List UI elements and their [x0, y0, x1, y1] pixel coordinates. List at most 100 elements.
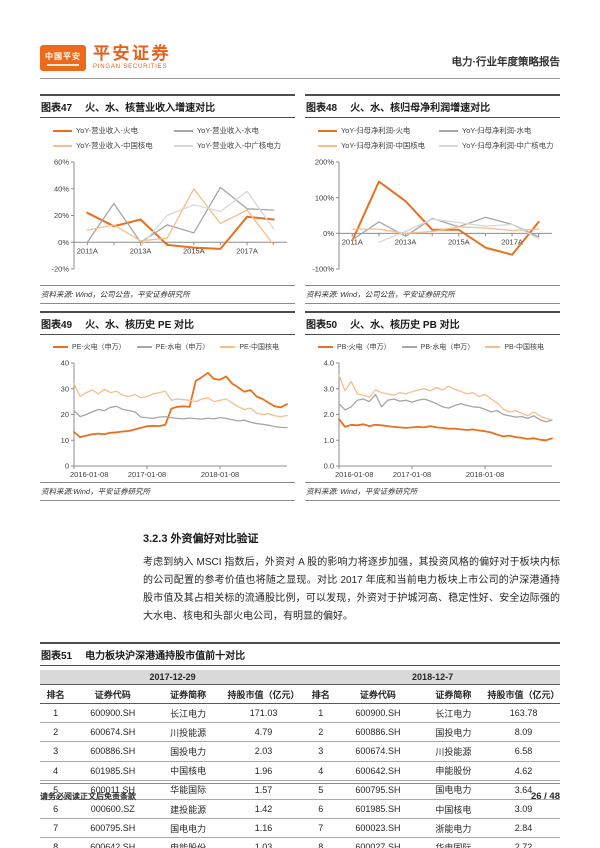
figure-49-title: 图表49 火、水、核历史 PE 对比 [40, 311, 295, 335]
legend-item: YoY-营业收入-中国核电 [53, 140, 174, 151]
legend-item: YoY-归母净利润-水电 [439, 125, 560, 136]
table-cell: 600027.SH [336, 837, 420, 848]
table-51-title: 图表51 电力板块沪深港通持股市值前十对比 [40, 642, 560, 666]
svg-text:30: 30 [61, 384, 69, 393]
table-cell: 600011.SH [71, 780, 155, 800]
table-cell: 国电电力 [154, 818, 222, 839]
legend-line-swatch-icon [136, 346, 152, 348]
table-row: 1 600900.SH 长江电力 171.03 1 600900.SH 长江电力 163.78 [40, 703, 560, 724]
figure-tag: 图表50 [306, 320, 338, 331]
figure-48: 图表48 火、水、核归母净利润增速对比 YoY-归母净利润-火电 YoY-归母净利… [305, 94, 560, 304]
figure-tag: 图表47 [41, 103, 73, 114]
svg-text:20%: 20% [54, 211, 69, 220]
figure-50-legend: PB-火电（申万） PB-水电（申万） PB-中国核电 [318, 342, 560, 356]
report-title: 电力·行业年度策略报告 [451, 56, 561, 68]
table-cell: 5 [305, 780, 337, 800]
legend-item: YoY-归母净利润-火电 [318, 125, 439, 136]
legend-item: YoY-归母净利润-中国核电 [318, 140, 439, 151]
table-cell: 申能股份 [154, 837, 222, 848]
table-cell: 600674.SH [336, 741, 420, 762]
svg-text:2016-01-08: 2016-01-08 [70, 470, 108, 479]
svg-text:40%: 40% [54, 184, 69, 193]
col-header: 证券简称 [154, 684, 222, 704]
table-cell: 600900.SH [71, 703, 155, 724]
table-cell: 申能股份 [419, 761, 488, 781]
figure-48-legend: YoY-归母净利润-火电 YoY-归母净利润-水电 YoY-归母净利润-中国核电 Yo… [318, 125, 560, 155]
figure-tag: 图表49 [41, 320, 73, 331]
svg-text:10: 10 [61, 436, 69, 445]
section-paragraph: 考虑到纳入 MSCI 指数后，外资对 A 股的影响力将逐步加强，其投资风格的偏好… [143, 557, 560, 622]
legend-item: YoY-营业收入-水电 [174, 125, 295, 136]
col-header: 持股市值（亿元） [221, 684, 306, 704]
legend-line-swatch-icon [439, 129, 458, 132]
table-cell: 3.64 [487, 780, 560, 800]
group-header-2017: 2017-12-29 [40, 670, 306, 685]
legend-label: YoY-营业收入-水电 [197, 126, 259, 135]
svg-text:2017-01-08: 2017-01-08 [393, 470, 431, 479]
table-cell: 4.79 [221, 722, 306, 743]
svg-text:2015A: 2015A [448, 237, 470, 246]
legend-item: PE-水电（申万） [136, 342, 209, 352]
table-cell: 7 [40, 818, 72, 839]
table-cell: 600795.SH [336, 780, 420, 800]
table-cell: 163.78 [487, 703, 560, 724]
table-cell: 600795.SH [71, 818, 155, 839]
table-group-header-row: 2017-12-29 2018-12-7 [40, 670, 560, 685]
table-cell: 中国核电 [154, 761, 222, 781]
svg-text:2017-01-08: 2017-01-08 [128, 470, 166, 479]
badge-underline [47, 63, 79, 66]
svg-text:2017A: 2017A [501, 237, 523, 246]
legend-item: YoY-营业收入-火电 [53, 125, 174, 136]
figure-caption: 火、水、核归母净利润增速对比 [350, 103, 491, 114]
table-cell: 2.72 [487, 837, 560, 848]
page-header: 中国平安 平安证券 PINGAN SECURITIES 电力·行业年度策略报告 [40, 0, 560, 71]
legend-line-swatch-icon [53, 129, 72, 132]
table-cell: 川投能源 [419, 741, 488, 762]
table-cell: 3 [40, 741, 72, 762]
legend-line-swatch-icon [174, 144, 193, 147]
figure-47-source: 资料来源: Wind，公司公告，平安证券研究所 [40, 285, 295, 304]
legend-item: PE-中国核电 [220, 342, 279, 352]
svg-text:-20%: -20% [51, 265, 69, 274]
legend-line-swatch-icon [220, 346, 236, 348]
col-header: 持股市值（亿元） [487, 684, 560, 704]
table-cell: 600886.SH [71, 741, 155, 762]
figure-47: 图表47 火、水、核营业收入增速对比 YoY-营业收入-火电 YoY-营业收入-水… [40, 94, 295, 304]
table-cell: 000600.SZ [71, 799, 155, 820]
legend-label: YoY-归母净利润-水电 [462, 126, 532, 135]
svg-text:2018-01-08: 2018-01-08 [201, 470, 239, 479]
figure-49-line-chart: 0 10 20 30 40 2016-01-08 2017-01-08 2018-01-08 [61, 359, 288, 479]
table-cell: 171.03 [221, 703, 306, 724]
figure-49-source: 资料来源:Wind，平安证券研究所 [40, 482, 295, 501]
svg-text:1.0: 1.0 [324, 436, 334, 445]
table-cell: 1 [305, 703, 337, 724]
legend-line-swatch-icon [53, 144, 72, 147]
table-row: 2 600674.SH 川投能源 4.79 2 600886.SH 国投电力 8.09 [40, 722, 560, 743]
header-divider [40, 78, 560, 79]
pingan-badge-icon: 中国平安 [40, 45, 86, 71]
table-cell: 1.03 [221, 837, 306, 848]
svg-text:0%: 0% [323, 229, 334, 238]
figure-48-line-chart: -100% 0% 100% 200% 2011A 2013A 2015A 2017A [312, 158, 552, 274]
svg-text:2013A: 2013A [395, 237, 417, 246]
svg-text:2018-01-08: 2018-01-08 [466, 470, 504, 479]
legend-item: YoY-归母净利润-中广核电力 [439, 140, 560, 151]
legend-label: PE-火电（申万） [72, 344, 126, 351]
table-cell: 3.09 [487, 799, 560, 820]
table-cell: 华能国际 [154, 780, 222, 800]
holdings-table: 2017-12-29 2018-12-7 排名 证券代码 证券简称 持股市值（亿… [40, 670, 560, 848]
svg-text:0.0: 0.0 [324, 462, 334, 471]
svg-text:2011A: 2011A [77, 246, 98, 255]
table-cell: 川投能源 [154, 722, 222, 743]
legend-label: YoY-营业收入-火电 [76, 126, 138, 135]
col-header: 证券简称 [419, 684, 488, 704]
legend-item: YoY-营业收入-中广核电力 [174, 140, 295, 151]
legend-item: PE-火电（申万） [53, 342, 126, 352]
svg-text:2011A: 2011A [342, 237, 363, 246]
col-header: 排名 [40, 684, 72, 704]
svg-text:4.0: 4.0 [324, 359, 334, 368]
table-cell: 4.62 [487, 761, 560, 781]
legend-line-swatch-icon [53, 346, 68, 348]
svg-text:2017A: 2017A [236, 246, 258, 255]
table-cell: 国投电力 [154, 741, 222, 762]
